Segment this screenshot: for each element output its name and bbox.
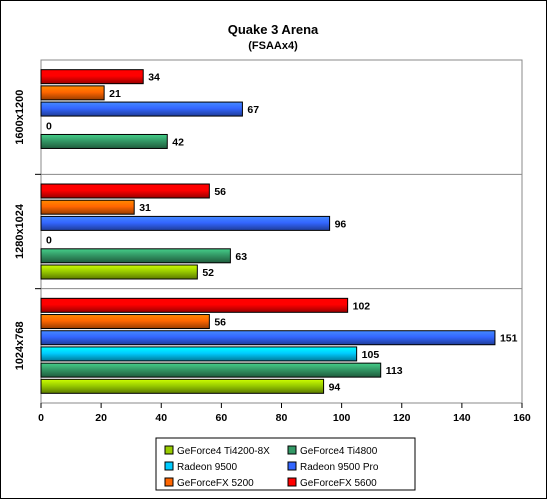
x-tick-label: 120 bbox=[393, 412, 411, 424]
category-label: 1280x1024 bbox=[14, 203, 26, 259]
bar bbox=[40, 378, 325, 394]
data-label: 56 bbox=[214, 317, 226, 329]
bar bbox=[40, 330, 496, 346]
data-label: 34 bbox=[148, 72, 160, 84]
bar bbox=[40, 264, 198, 280]
data-label: 63 bbox=[235, 251, 247, 263]
x-tick-label: 60 bbox=[216, 412, 228, 424]
bar bbox=[40, 69, 144, 85]
data-label: 67 bbox=[247, 104, 259, 116]
bar bbox=[40, 297, 349, 313]
legend-label: GeForce4 Ti4200-8X bbox=[177, 446, 270, 457]
x-tick-label: 160 bbox=[513, 412, 531, 424]
x-tick-label: 140 bbox=[453, 412, 471, 424]
data-label: 0 bbox=[46, 235, 52, 247]
data-label: 56 bbox=[214, 186, 226, 198]
legend-box bbox=[155, 437, 416, 491]
bar bbox=[40, 248, 231, 264]
data-label: 94 bbox=[329, 381, 341, 393]
legend-label: Radeon 9500 Pro bbox=[300, 462, 379, 473]
x-tick-label: 100 bbox=[333, 412, 351, 424]
x-tick-label: 20 bbox=[95, 412, 107, 424]
bar bbox=[40, 346, 358, 362]
chart-subtitle: (FSAAx4) bbox=[248, 40, 298, 52]
legend-label: Radeon 9500 bbox=[177, 462, 237, 473]
x-tick-label: 40 bbox=[155, 412, 167, 424]
data-label: 0 bbox=[46, 120, 52, 132]
bar bbox=[40, 85, 105, 101]
plot-area: 1600x1200 34 21 67 0 42 1280x1024 56 31 96 0 63 52 10… bbox=[14, 59, 531, 424]
chart-title: Quake 3 Arena bbox=[228, 22, 319, 37]
bar bbox=[40, 314, 210, 330]
bar bbox=[40, 199, 135, 215]
data-label: 31 bbox=[139, 202, 151, 214]
data-label: 105 bbox=[362, 349, 380, 361]
legend-swatch bbox=[287, 445, 297, 455]
data-label: 96 bbox=[335, 218, 347, 230]
legend-label: GeForceFX 5600 bbox=[300, 478, 377, 489]
data-label: 21 bbox=[109, 88, 121, 100]
legend: GeForce4 Ti4200-8X GeForce4 Ti4800 Radeon … bbox=[155, 437, 416, 491]
legend-swatch bbox=[164, 445, 174, 455]
x-tick-label: 0 bbox=[38, 412, 44, 424]
legend-swatch bbox=[164, 477, 174, 487]
x-tick-label: 80 bbox=[276, 412, 288, 424]
legend-label: GeForce4 Ti4800 bbox=[300, 446, 378, 457]
legend-label: GeForceFX 5200 bbox=[177, 478, 254, 489]
category-label: 1024x768 bbox=[14, 321, 26, 370]
data-label: 113 bbox=[386, 365, 403, 377]
category-label: 1600x1200 bbox=[14, 90, 26, 145]
data-label: 151 bbox=[500, 333, 518, 345]
bar bbox=[40, 101, 243, 117]
data-label: 42 bbox=[172, 136, 184, 148]
data-label: 102 bbox=[353, 300, 371, 312]
legend-swatch bbox=[287, 461, 297, 471]
data-label: 52 bbox=[202, 267, 214, 279]
bar bbox=[40, 183, 210, 199]
bar bbox=[40, 215, 331, 231]
bar bbox=[40, 362, 382, 378]
legend-swatch bbox=[164, 461, 174, 471]
legend-swatch bbox=[287, 477, 297, 487]
bar bbox=[40, 133, 168, 149]
